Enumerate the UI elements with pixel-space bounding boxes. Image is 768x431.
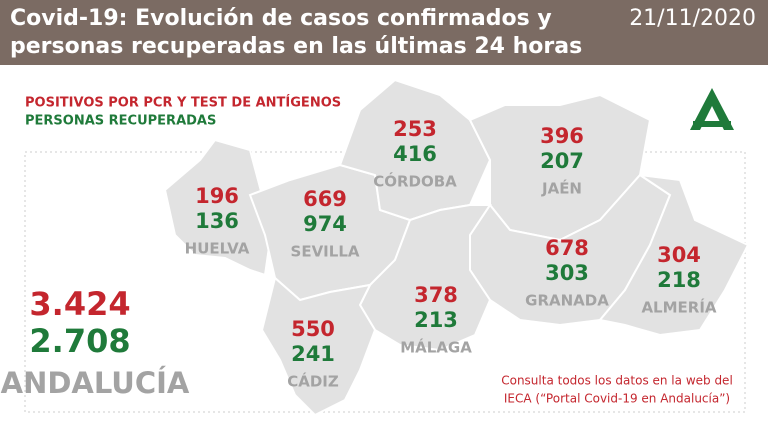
province-name: ALMERÍA <box>641 298 716 317</box>
footer-note: Consulta todos los datos en la web del <box>501 374 733 388</box>
province-positive: 304 <box>657 243 701 267</box>
province-name: GRANADA <box>525 292 609 310</box>
province-name: HUELVA <box>185 240 250 258</box>
province-recovered: 218 <box>657 268 701 292</box>
header-band <box>0 0 768 65</box>
title-line: Covid-19: Evolución de casos confirmados… <box>10 6 552 31</box>
total-recovered: 2.708 <box>29 322 130 360</box>
province-recovered: 213 <box>414 308 458 332</box>
province-positive: 196 <box>195 184 239 208</box>
malaga-shape <box>358 204 492 352</box>
province-recovered: 303 <box>545 261 589 285</box>
logo-bar <box>693 121 731 127</box>
huelva-shape <box>163 138 272 277</box>
province-name: JAÉN <box>541 179 582 198</box>
province-positive: 669 <box>303 187 347 211</box>
province-positive: 678 <box>545 236 589 260</box>
province-recovered: 136 <box>195 209 239 233</box>
legend-positive: POSITIVOS POR PCR Y TEST DE ANTÍGENOS <box>25 95 341 111</box>
province-recovered: 416 <box>393 142 437 166</box>
legend-recovered: PERSONAS RECUPERADAS <box>25 114 216 129</box>
map <box>163 78 750 417</box>
logo <box>690 88 734 130</box>
title-line: personas recuperadas en las últimas 24 h… <box>10 34 582 59</box>
province-positive: 550 <box>291 317 335 341</box>
almeria-shape <box>598 174 750 337</box>
province-positive: 396 <box>540 124 584 148</box>
total-positive: 3.424 <box>29 285 130 323</box>
province-recovered: 207 <box>540 149 584 173</box>
total-region: ANDALUCÍA <box>1 366 190 400</box>
footer-note: IECA (“Portal Covid-19 en Andalucía”) <box>504 392 730 406</box>
date: 21/11/2020 <box>629 6 756 31</box>
province-name: CÁDIZ <box>287 372 339 391</box>
province-positive: 253 <box>393 117 437 141</box>
province-name: SEVILLA <box>291 243 360 261</box>
cordoba-shape <box>338 78 492 222</box>
province-recovered: 241 <box>291 342 335 366</box>
province-name: MÁLAGA <box>400 338 472 357</box>
province-name: CÓRDOBA <box>373 172 457 191</box>
province-recovered: 974 <box>303 212 347 236</box>
cadiz-shape <box>260 276 377 417</box>
province-positive: 378 <box>414 283 458 307</box>
